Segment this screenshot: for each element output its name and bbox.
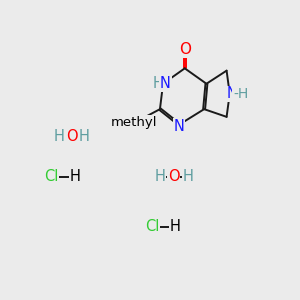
Text: H: H <box>182 169 193 184</box>
Text: N: N <box>160 76 171 91</box>
Text: O: O <box>66 129 77 144</box>
Text: H: H <box>69 169 80 184</box>
Text: Cl: Cl <box>145 220 159 235</box>
Text: N: N <box>174 118 185 134</box>
Text: O: O <box>168 169 180 184</box>
Text: methyl: methyl <box>110 116 157 129</box>
Text: -H: -H <box>233 87 248 101</box>
Text: H: H <box>152 76 163 91</box>
Text: Cl: Cl <box>44 169 58 184</box>
Text: H: H <box>79 129 89 144</box>
Text: H: H <box>154 169 165 184</box>
Text: N: N <box>226 86 238 101</box>
Text: H: H <box>170 220 181 235</box>
Text: H: H <box>54 129 64 144</box>
Text: O: O <box>179 42 191 57</box>
